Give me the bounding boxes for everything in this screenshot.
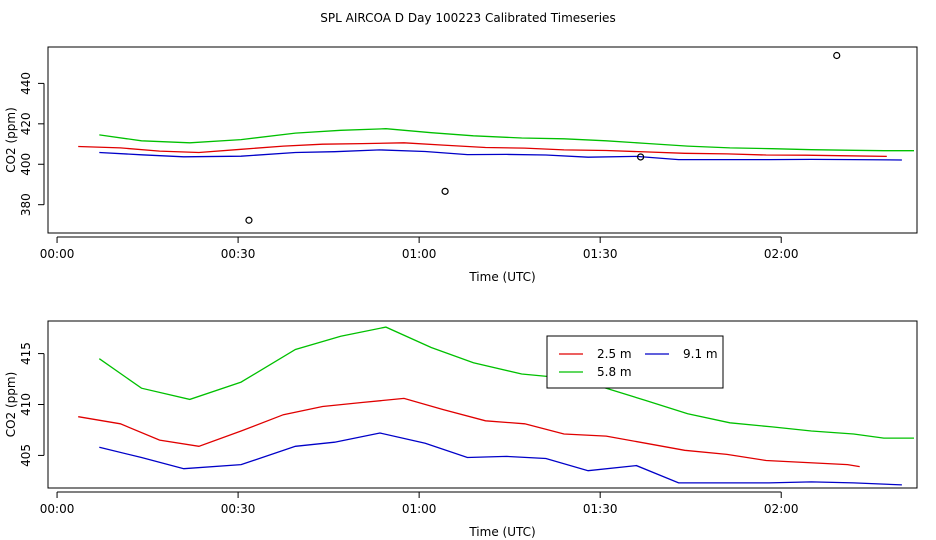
- bottom-panel: 00:00 00:30 01:00 01:30 02:00 405 410 415 Time (…: [4, 320, 918, 539]
- y-tick-label: 410: [19, 393, 33, 416]
- top-panel: 00:00 00:30 01:00 01:30 02:00 380 400 420 440 Tim…: [4, 46, 918, 284]
- figure-title: SPL AIRCOA D Day 100223 Calibrated Times…: [320, 11, 615, 25]
- series-line-91mm: [99, 149, 902, 161]
- legend-label: 9.1 m: [683, 347, 718, 361]
- series-line-58mm: [99, 128, 914, 152]
- x-tick-label: 00:30: [221, 502, 256, 516]
- plot-frame: [47, 320, 918, 489]
- x-tick-label: 01:30: [583, 502, 618, 516]
- x-tick-label: 01:00: [402, 502, 437, 516]
- y-axis-label: CO2 (ppm): [4, 372, 18, 438]
- series-line-58mm: [98, 326, 914, 439]
- plot-frame: [47, 46, 918, 234]
- series-line-91mm: [99, 432, 902, 486]
- x-tick-label: 00:00: [40, 247, 75, 261]
- data-point: [441, 187, 449, 195]
- series-line-25mm: [78, 397, 860, 468]
- y-tick-label: 415: [19, 342, 33, 365]
- legend-label: 2.5 m: [597, 347, 632, 361]
- y-tick-label: 420: [19, 112, 33, 135]
- x-axis-label: Time (UTC): [468, 270, 535, 284]
- legend-label: 5.8 m: [597, 365, 632, 379]
- y-tick-label: 405: [19, 444, 33, 467]
- y-tick-label: 380: [19, 193, 33, 216]
- x-tick-label: 00:30: [221, 247, 256, 261]
- y-tick-label: 440: [19, 72, 33, 95]
- data-point: [245, 216, 253, 224]
- x-tick-label: 02:00: [764, 247, 799, 261]
- x-tick-label: 02:00: [764, 502, 799, 516]
- y-axis-label: CO2 (ppm): [4, 107, 18, 173]
- x-tick-label: 01:00: [402, 247, 437, 261]
- data-point: [637, 153, 645, 161]
- data-point: [833, 51, 841, 60]
- series-line-25mm: [78, 142, 887, 158]
- x-axis-label: Time (UTC): [468, 525, 535, 539]
- x-tick-label: 00:00: [40, 502, 75, 516]
- x-tick-label: 01:30: [583, 247, 618, 261]
- legend-box: [546, 335, 724, 389]
- legend: 2.5 m 9.1 m 5.8 m: [546, 335, 724, 389]
- y-tick-label: 400: [19, 153, 33, 176]
